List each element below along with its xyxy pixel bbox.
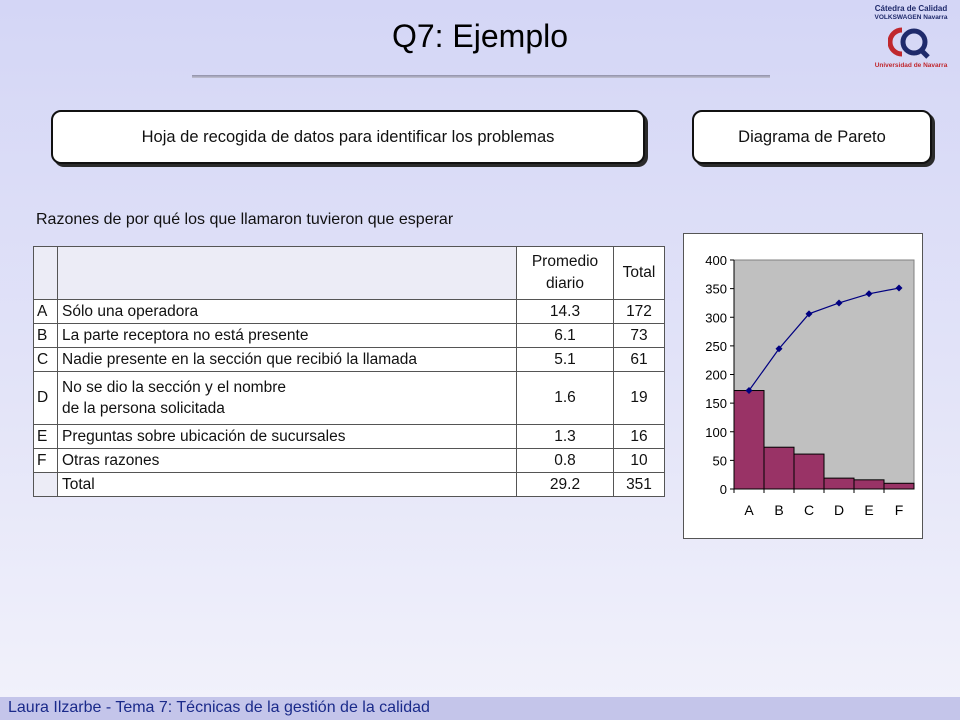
bar-B bbox=[763, 446, 795, 490]
cumulative-point-E bbox=[865, 290, 873, 298]
bar-E bbox=[853, 479, 885, 490]
footer-bar: Laura Ilzarbe - Tema 7: Técnicas de la g… bbox=[0, 697, 960, 720]
table-row: B La parte receptora no está presente 6.… bbox=[33, 323, 665, 348]
header-promedio-line2: diario bbox=[546, 275, 584, 292]
total-total: 351 bbox=[613, 472, 665, 497]
x-tick-label-F: F bbox=[895, 502, 904, 518]
row-total: 10 bbox=[613, 448, 665, 473]
row-total: 172 bbox=[613, 299, 665, 324]
header-promedio-line1: Promedio bbox=[531, 253, 599, 270]
header-empty-key bbox=[33, 246, 58, 300]
row-total: 73 bbox=[613, 323, 665, 348]
row-total: 61 bbox=[613, 347, 665, 372]
logo-line-3: Universidad de Navarra bbox=[874, 62, 948, 69]
y-tick-label: 300 bbox=[705, 310, 727, 325]
row-reason: Preguntas sobre ubicación de sucursales bbox=[57, 424, 517, 449]
table-row: D No se dio la sección y el nombre de la… bbox=[33, 371, 665, 425]
footer-text: Laura Ilzarbe - Tema 7: Técnicas de la g… bbox=[8, 699, 430, 716]
table-row: A Sólo una operadora 14.3 172 bbox=[33, 299, 665, 324]
y-tick-label: 400 bbox=[705, 253, 727, 268]
cumulative-point-D bbox=[835, 299, 843, 307]
total-label: Total bbox=[57, 472, 517, 497]
row-key: F bbox=[33, 448, 58, 473]
row-total: 19 bbox=[613, 371, 665, 425]
table-header-row: Promedio diario Total bbox=[33, 246, 665, 300]
x-tick-label-A: A bbox=[744, 502, 754, 518]
bar-C bbox=[793, 453, 825, 490]
total-promedio: 29.2 bbox=[516, 472, 614, 497]
cumulative-point-B bbox=[775, 345, 783, 353]
row-key: E bbox=[33, 424, 58, 449]
cumulative-point-F bbox=[895, 284, 903, 292]
header-promedio: Promedio diario bbox=[516, 246, 614, 300]
header-total: Total bbox=[613, 246, 665, 300]
pareto-box: Diagrama de Pareto bbox=[692, 110, 932, 164]
row-promedio: 14.3 bbox=[516, 299, 614, 324]
row-key: C bbox=[33, 347, 58, 372]
table-row: F Otras razones 0.8 10 bbox=[33, 448, 665, 473]
logo-line-2: VOLKSWAGEN Navarra bbox=[874, 14, 948, 21]
pareto-chart-svg: 0 50 100 150 200 250 300 350 400 A B C D E F bbox=[705, 253, 915, 518]
data-sheet-box: Hoja de recogida de datos para identific… bbox=[51, 110, 645, 164]
table-total-row: Total 29.2 351 bbox=[33, 472, 665, 497]
bar-A bbox=[733, 390, 765, 490]
y-tick-label: 250 bbox=[705, 339, 727, 354]
row-promedio: 5.1 bbox=[516, 347, 614, 372]
row-promedio: 0.8 bbox=[516, 448, 614, 473]
reasons-table: Promedio diario Total A Sólo una operado… bbox=[33, 246, 665, 497]
y-tick-label: 350 bbox=[705, 282, 727, 297]
title-divider bbox=[192, 75, 770, 78]
row-promedio: 1.3 bbox=[516, 424, 614, 449]
table-caption: Razones de por qué los que llamaron tuvi… bbox=[36, 211, 454, 228]
cumulative-line bbox=[748, 287, 900, 391]
cumulative-point-C bbox=[805, 310, 813, 318]
y-tick-label: 50 bbox=[713, 453, 727, 468]
x-tick-label-C: C bbox=[804, 502, 814, 518]
table-row: E Preguntas sobre ubicación de sucursale… bbox=[33, 424, 665, 449]
bar-D bbox=[823, 477, 855, 490]
pareto-chart: 0 50 100 150 200 250 300 350 400 A B C D E F bbox=[683, 233, 923, 539]
slide-title: Q7: Ejemplo bbox=[391, 18, 569, 54]
row-key: B bbox=[33, 323, 58, 348]
y-tick-label: 100 bbox=[705, 425, 727, 440]
y-tick-label: 200 bbox=[705, 368, 727, 383]
y-tick-label: 0 bbox=[720, 482, 727, 497]
logo-line-1: Cátedra de Calidad bbox=[874, 4, 948, 13]
row-promedio: 6.1 bbox=[516, 323, 614, 348]
row-total: 16 bbox=[613, 424, 665, 449]
catedra-emblem-icon bbox=[888, 27, 930, 59]
catedra-logo: Cátedra de Calidad VOLKSWAGEN Navarra Un… bbox=[866, 4, 956, 74]
cumulative-point-A bbox=[745, 387, 753, 395]
row-reason: Otras razones bbox=[57, 448, 517, 473]
x-tick-label-E: E bbox=[864, 502, 873, 518]
bar-F bbox=[883, 482, 915, 490]
x-tick-label-B: B bbox=[774, 502, 783, 518]
total-empty-key bbox=[33, 472, 58, 497]
row-reason: No se dio la sección y el nombre de la p… bbox=[57, 371, 517, 425]
x-tick-label-D: D bbox=[834, 502, 844, 518]
row-reason: Nadie presente en la sección que recibió… bbox=[57, 347, 517, 372]
row-reason: Sólo una operadora bbox=[57, 299, 517, 324]
row-key: A bbox=[33, 299, 58, 324]
row-promedio: 1.6 bbox=[516, 371, 614, 425]
row-key: D bbox=[33, 371, 58, 425]
row-reason: La parte receptora no está presente bbox=[57, 323, 517, 348]
table-row: C Nadie presente en la sección que recib… bbox=[33, 347, 665, 372]
header-empty-reason bbox=[57, 246, 517, 300]
y-tick-label: 150 bbox=[705, 396, 727, 411]
